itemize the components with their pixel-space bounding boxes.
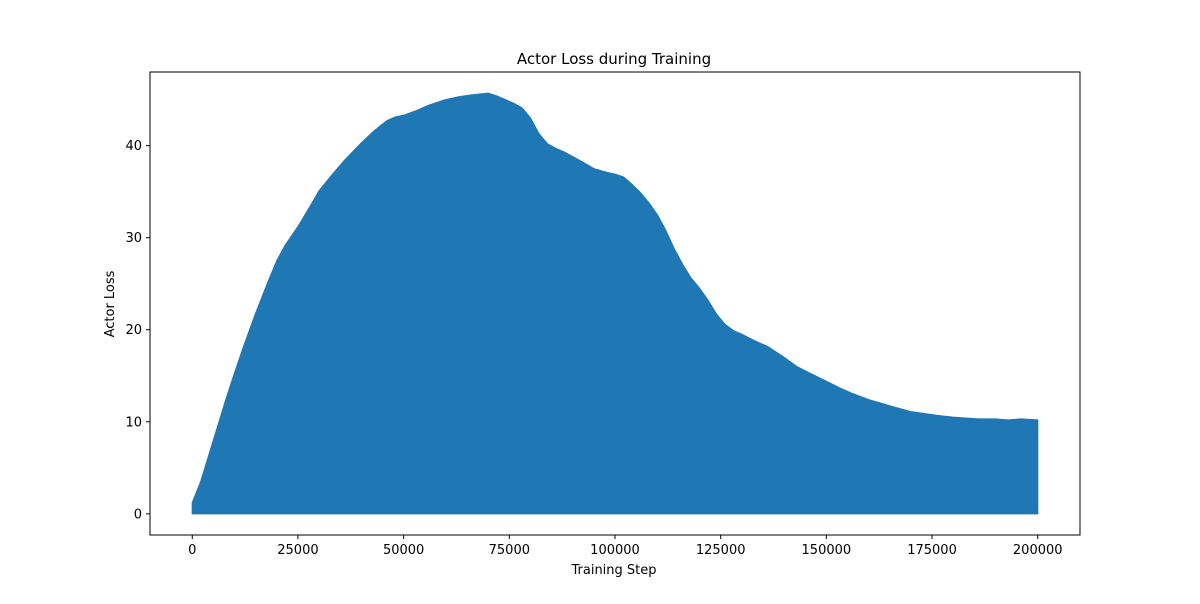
x-tick-label: 50000 bbox=[383, 543, 424, 558]
y-tick-label: 10 bbox=[125, 415, 142, 430]
y-axis-label: Actor Loss bbox=[103, 270, 118, 337]
x-tick-label: 100000 bbox=[590, 543, 640, 558]
y-tick-label: 30 bbox=[125, 231, 142, 246]
x-axis-label: Training Step bbox=[570, 563, 656, 578]
x-tick-label: 200000 bbox=[1013, 543, 1063, 558]
x-axis: 0 25000 50000 75000 100000 125000 150000 175000… bbox=[188, 535, 1063, 558]
chart-title: Actor Loss during Training bbox=[517, 50, 711, 68]
x-tick-label: 0 bbox=[188, 543, 196, 558]
x-tick-label: 175000 bbox=[907, 543, 957, 558]
x-tick-label: 75000 bbox=[489, 543, 530, 558]
y-tick-label: 40 bbox=[125, 139, 142, 154]
y-tick-label: 0 bbox=[134, 507, 142, 522]
x-tick-label: 125000 bbox=[696, 543, 746, 558]
x-tick-label: 25000 bbox=[277, 543, 318, 558]
loss-series-area bbox=[191, 92, 1039, 515]
plot-area bbox=[191, 92, 1039, 515]
plot-frame bbox=[149, 71, 1081, 536]
y-axis: 0 10 20 30 40 bbox=[125, 139, 150, 522]
y-tick-label: 20 bbox=[125, 323, 142, 338]
x-tick-label: 150000 bbox=[802, 543, 852, 558]
